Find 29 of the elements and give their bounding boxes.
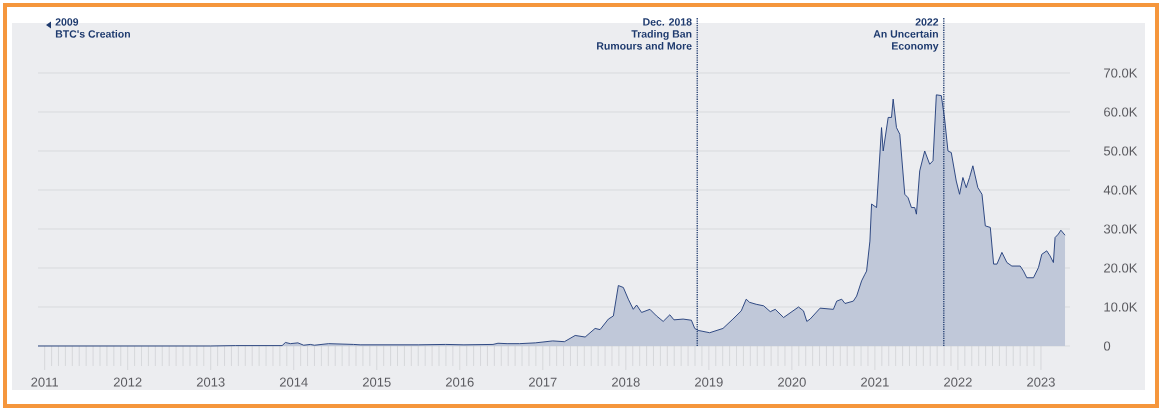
x-tick-label: 2019 [695,377,723,387]
x-tick-label: 2015 [362,377,391,387]
text: An Uncertain [873,29,938,38]
y-tick-label: 60.0K [1104,107,1138,117]
y-tick-label: 10.0K [1104,302,1138,312]
text: 2009 [55,18,79,26]
x-tick-label: 2016 [445,377,474,387]
text: BTC's Creation [55,29,130,38]
y-tick-label: 0 [1103,341,1111,351]
x-tick-label: 2014 [279,377,308,387]
ref-line-label: Dec. 2018 [643,18,692,26]
ref-line-label: 2022 [915,18,939,26]
text: Economy [892,42,939,52]
x-tick-label: 2013 [196,377,225,387]
x-tick-label: 2021 [861,377,889,387]
x-tick-label: 2011 [31,377,58,387]
x-tick-label: 2020 [778,377,806,387]
x-tick-label: 2012 [113,377,142,387]
y-tick-label: 40.0K [1103,185,1138,195]
text: Trading Ban [631,29,692,40]
y-tick-label: 20.0K [1104,263,1138,273]
y-tick-label: 30.0K [1103,224,1138,234]
x-tick-label: 2017 [529,377,557,387]
y-tick-label: 70.0K [1104,68,1138,78]
x-tick-label: 2023 [1027,377,1055,387]
y-tick-label: 50.0K [1103,146,1138,156]
x-tick-label: 2018 [612,377,640,387]
x-tick-label: 2022 [944,377,972,387]
text: Rumours and More [597,41,692,50]
